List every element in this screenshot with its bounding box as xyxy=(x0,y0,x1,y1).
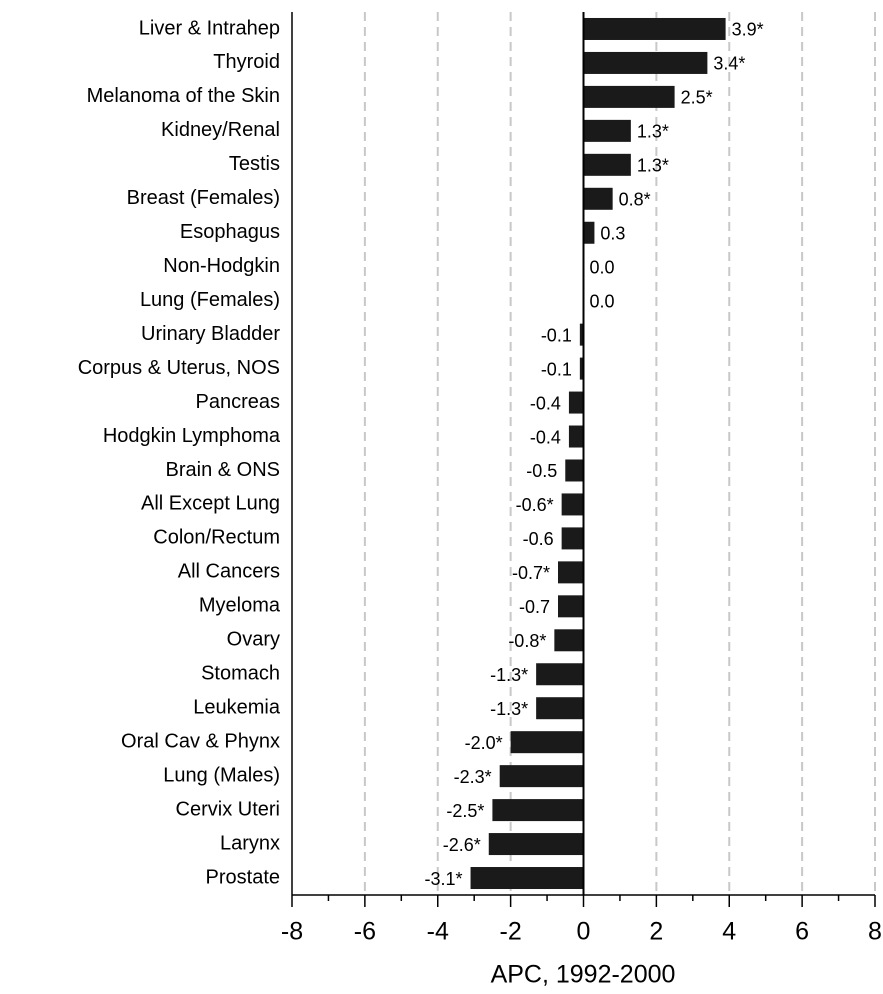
y-tick-label: Brain & ONS xyxy=(166,459,280,481)
bar xyxy=(583,85,675,108)
bar xyxy=(583,153,631,176)
bar xyxy=(499,765,584,788)
bar xyxy=(510,731,584,754)
bar xyxy=(536,663,584,686)
value-label: 1.3* xyxy=(637,122,669,142)
x-tick-label: 0 xyxy=(577,918,591,946)
y-tick-label: Liver & Intrahep xyxy=(139,17,280,39)
value-label: -0.1 xyxy=(541,325,572,345)
value-label: -1.3* xyxy=(490,699,528,719)
value-label: -0.1 xyxy=(541,359,572,379)
y-tick-label: Lung (Males) xyxy=(163,764,280,786)
value-label: 1.3* xyxy=(637,156,669,176)
y-tick-label: Cervix Uteri xyxy=(176,798,280,820)
value-label: -0.4 xyxy=(530,393,561,413)
value-label: 0.0 xyxy=(590,257,615,277)
bar xyxy=(583,119,631,142)
value-label: -2.0* xyxy=(465,733,503,753)
y-tick-label: Thyroid xyxy=(213,51,280,73)
y-tick-label: Larynx xyxy=(220,832,280,854)
value-label: 0.0 xyxy=(590,291,615,311)
y-tick-label: All Except Lung xyxy=(141,493,280,515)
value-label: 3.9* xyxy=(732,20,764,40)
y-tick-label: Lung (Females) xyxy=(140,289,280,311)
value-label: 0.8* xyxy=(619,190,651,210)
y-tick-label: Colon/Rectum xyxy=(153,527,280,549)
y-tick-label: Pancreas xyxy=(196,391,281,413)
bar xyxy=(583,17,726,40)
bar xyxy=(492,799,584,822)
y-tick-label: Kidney/Renal xyxy=(161,119,280,141)
bar xyxy=(554,629,584,652)
bar xyxy=(568,391,584,414)
x-axis-title: APC, 1992-2000 xyxy=(491,961,676,989)
bar xyxy=(561,527,584,550)
x-tick-label: -2 xyxy=(500,918,522,946)
y-tick-label: Prostate xyxy=(206,866,280,888)
value-label: -0.6* xyxy=(516,495,554,515)
x-tick-label: 8 xyxy=(868,918,882,946)
bar xyxy=(583,51,708,74)
y-tick-label: Corpus & Uterus, NOS xyxy=(78,357,280,379)
bar xyxy=(557,561,584,584)
value-label: -0.4 xyxy=(530,427,561,447)
y-tick-label: All Cancers xyxy=(178,561,280,583)
bar xyxy=(557,595,584,618)
bar xyxy=(565,459,584,482)
value-label: 0.3 xyxy=(600,224,625,244)
value-label: -0.7 xyxy=(519,597,550,617)
value-label: -0.5 xyxy=(526,461,557,481)
value-label: -2.3* xyxy=(454,767,492,787)
value-label: -0.7* xyxy=(512,563,550,583)
value-label: -2.5* xyxy=(446,801,484,821)
value-label: 3.4* xyxy=(713,54,745,74)
value-label: 2.5* xyxy=(681,88,713,108)
bar xyxy=(583,221,595,244)
bar xyxy=(470,867,584,890)
value-label: -3.1* xyxy=(425,869,463,889)
value-label: -2.6* xyxy=(443,835,481,855)
y-tick-label: Urinary Bladder xyxy=(141,323,280,345)
y-tick-label: Oral Cav & Phynx xyxy=(121,730,280,752)
bar xyxy=(568,425,584,448)
x-tick-label: 2 xyxy=(649,918,663,946)
bar xyxy=(488,833,584,856)
y-tick-label: Ovary xyxy=(227,629,280,651)
y-tick-label: Breast (Females) xyxy=(127,187,280,209)
bar xyxy=(579,357,584,380)
x-tick-label: 4 xyxy=(722,918,736,946)
value-label: -0.6 xyxy=(523,529,554,549)
bar xyxy=(583,187,613,210)
bar xyxy=(561,493,584,516)
bar xyxy=(579,323,584,346)
y-tick-label: Myeloma xyxy=(199,595,281,617)
value-label: -0.8* xyxy=(508,631,546,651)
y-tick-label: Hodgkin Lymphoma xyxy=(103,425,281,447)
y-tick-label: Testis xyxy=(229,153,280,175)
y-tick-label: Esophagus xyxy=(180,221,280,243)
y-tick-label: Melanoma of the Skin xyxy=(87,85,280,107)
y-tick-label: Leukemia xyxy=(193,696,281,718)
x-tick-label: -4 xyxy=(427,918,449,946)
x-tick-label: -8 xyxy=(281,918,303,946)
y-tick-label: Stomach xyxy=(201,663,280,685)
x-tick-label: -6 xyxy=(354,918,376,946)
y-tick-label: Non-Hodgkin xyxy=(163,255,280,277)
x-tick-label: 6 xyxy=(795,918,809,946)
bar xyxy=(536,697,584,720)
value-label: -1.3* xyxy=(490,665,528,685)
